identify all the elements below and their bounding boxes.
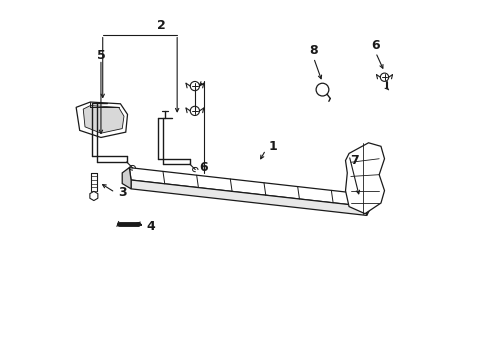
Text: 3: 3 <box>118 186 126 199</box>
Text: 2: 2 <box>157 19 165 32</box>
Polygon shape <box>345 143 384 214</box>
Polygon shape <box>364 194 369 215</box>
Polygon shape <box>83 105 124 133</box>
Polygon shape <box>90 192 98 201</box>
Polygon shape <box>76 102 127 138</box>
Text: 1: 1 <box>268 140 277 153</box>
Polygon shape <box>129 168 366 207</box>
Text: 4: 4 <box>146 220 155 233</box>
Polygon shape <box>131 180 366 215</box>
Polygon shape <box>122 168 131 189</box>
Text: 6: 6 <box>199 161 207 174</box>
Text: 6: 6 <box>370 39 379 52</box>
Text: 7: 7 <box>349 154 358 167</box>
Text: 8: 8 <box>309 44 317 57</box>
Text: 5: 5 <box>96 49 105 62</box>
